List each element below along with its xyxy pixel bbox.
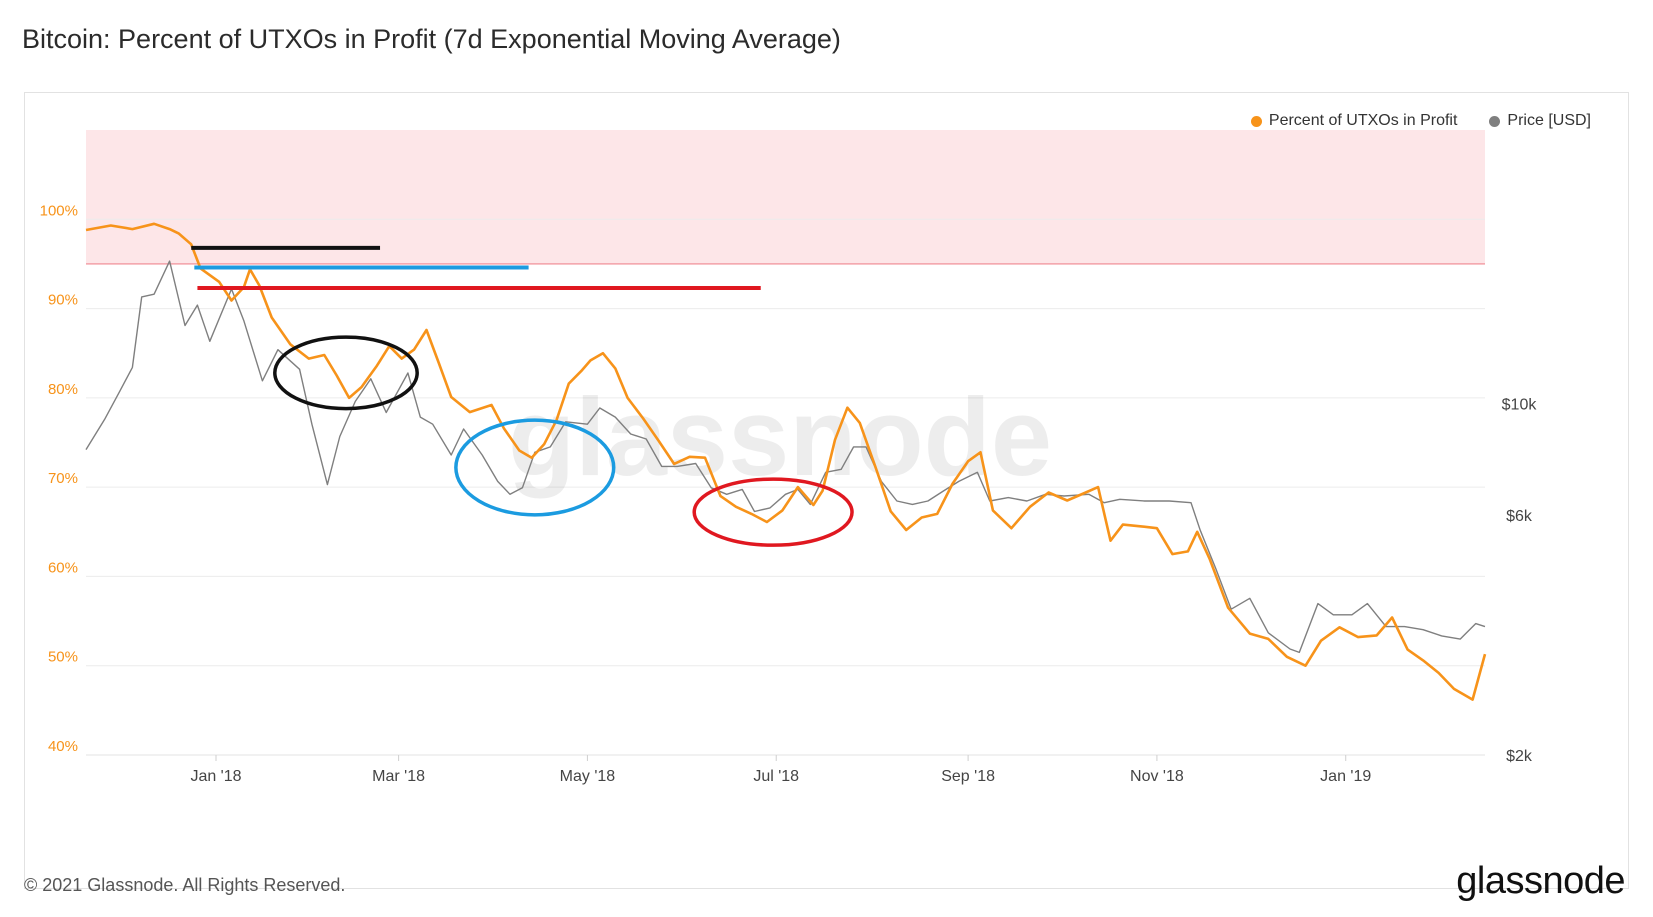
x-tick-label: May '18 <box>560 768 616 785</box>
glassnode-logo[interactable]: glassnode <box>1456 860 1625 902</box>
y-left-tick-label: 70% <box>48 470 78 487</box>
legend-item-percent-utxos[interactable]: Percent of UTXOs in Profit <box>1250 112 1458 130</box>
x-tick-label: Nov '18 <box>1130 768 1184 785</box>
x-tick-label: Sep '18 <box>941 768 995 785</box>
y-left-tick-label: 90% <box>48 292 78 309</box>
y-right-tick-label: $6k <box>1506 508 1533 525</box>
y-left-tick-label: 60% <box>48 559 78 576</box>
legend-label: Price [USD] <box>1507 112 1591 129</box>
legend-dot-orange <box>1250 115 1262 127</box>
y-left-tick-label: 50% <box>48 649 78 666</box>
legend-label: Percent of UTXOs in Profit <box>1268 112 1458 129</box>
y-left-tick-label: 100% <box>40 202 78 219</box>
x-tick-label: Mar '18 <box>372 768 425 785</box>
y-right-tick-label: $10k <box>1502 397 1538 414</box>
chart-title: Bitcoin: Percent of UTXOs in Profit (7d … <box>22 24 841 54</box>
legend-item-price[interactable]: Price [USD] <box>1489 112 1591 130</box>
annotation-ellipse <box>454 418 616 517</box>
threshold-band <box>86 130 1485 264</box>
annotation-ellipse <box>273 335 419 411</box>
chart-frame <box>24 92 1629 889</box>
y-left-tick-label: 40% <box>48 738 78 755</box>
x-tick-label: Jul '18 <box>753 768 799 785</box>
series-price-line <box>85 260 1486 654</box>
legend-dot-gray <box>1489 115 1501 127</box>
copyright-text: © 2021 Glassnode. All Rights Reserved. <box>24 875 346 895</box>
series-percent-utxos-line <box>85 222 1487 701</box>
x-tick-label: Jan '19 <box>1320 768 1371 785</box>
annotation-ellipse <box>692 477 854 547</box>
y-right-tick-label: $2k <box>1506 748 1533 765</box>
legend: Percent of UTXOs in Profit Price [USD] <box>1250 112 1591 130</box>
y-left-tick-label: 80% <box>48 381 78 398</box>
x-tick-label: Jan '18 <box>190 768 241 785</box>
